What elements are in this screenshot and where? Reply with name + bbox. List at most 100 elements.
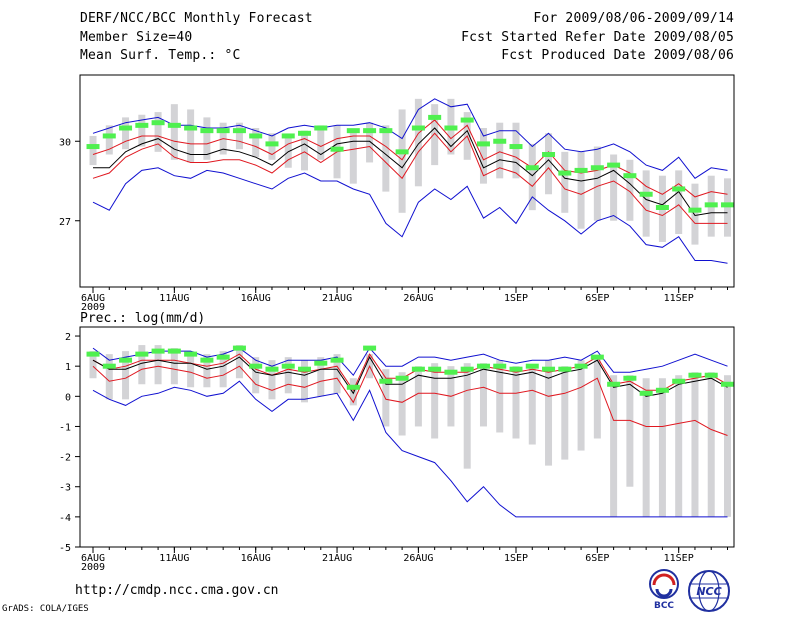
forecast-period: For 2009/08/06-2009/09/14 xyxy=(533,11,734,26)
mean-marker xyxy=(476,363,490,369)
mean-marker xyxy=(574,167,588,173)
range-box xyxy=(268,133,276,160)
range-box xyxy=(642,378,650,517)
member-size-label: Member Size=40 xyxy=(80,30,193,45)
mean-marker xyxy=(509,366,523,372)
y-tick-label: 30 xyxy=(59,137,71,148)
mean-marker xyxy=(249,363,263,369)
range-box xyxy=(414,98,422,187)
inner-lower-line xyxy=(92,132,728,224)
plot-frame xyxy=(79,326,735,548)
mean-marker xyxy=(460,366,474,372)
ncc-logo: NCC xyxy=(688,570,730,612)
range-box xyxy=(626,375,634,487)
median-line xyxy=(92,356,728,397)
mean-marker xyxy=(298,130,312,136)
mean-marker xyxy=(542,152,556,157)
y-tick-label: 27 xyxy=(59,217,71,228)
mean-marker xyxy=(460,117,474,123)
range-box xyxy=(252,357,260,394)
mean-marker xyxy=(688,207,702,213)
footer-url[interactable]: http://cmdp.ncc.cma.gov.cn xyxy=(75,583,279,598)
range-box xyxy=(89,135,97,166)
mean-marker xyxy=(720,381,734,387)
range-box xyxy=(512,122,520,179)
range-box xyxy=(593,146,601,221)
range-box xyxy=(235,345,243,379)
mean-marker xyxy=(395,375,409,381)
mean-marker xyxy=(167,122,181,128)
outer-lower-line xyxy=(92,380,728,518)
inner-upper-line xyxy=(92,353,728,392)
mean-marker xyxy=(346,384,360,390)
range-box xyxy=(333,354,341,394)
x-tick-label: 21AUG xyxy=(322,293,352,304)
mean-marker xyxy=(232,128,246,134)
bcc-logo-text: BCC xyxy=(654,601,674,611)
x-tick-label: 1SEP xyxy=(504,553,528,564)
range-box xyxy=(382,125,390,192)
x-tick-label: 11SEP xyxy=(664,293,694,304)
y-tick-label: -3 xyxy=(59,483,71,494)
mean-marker xyxy=(184,125,198,131)
mean-marker xyxy=(411,366,425,372)
mean-marker xyxy=(476,141,490,147)
mean-marker xyxy=(509,144,523,150)
mean-marker xyxy=(542,366,556,372)
mean-marker xyxy=(232,345,246,351)
ncc-logo-text: NCC xyxy=(696,585,721,598)
x-tick-label: 6SEP xyxy=(585,553,609,564)
range-box xyxy=(512,366,520,439)
y-tick-label: -5 xyxy=(59,543,71,554)
mean-marker xyxy=(330,146,344,152)
range-box xyxy=(545,360,553,466)
mean-marker xyxy=(428,366,442,372)
mean-marker xyxy=(102,133,116,139)
y-tick-label: -1 xyxy=(59,422,71,433)
range-box xyxy=(366,122,374,163)
range-box xyxy=(122,351,130,400)
x-tick-label: 21AUG xyxy=(322,553,352,564)
range-box xyxy=(577,151,585,229)
mean-marker xyxy=(395,149,409,155)
range-box xyxy=(105,125,113,155)
mean-marker xyxy=(444,125,458,131)
inner-lower-line xyxy=(92,365,728,436)
range-box xyxy=(382,369,390,427)
mean-marker xyxy=(86,351,100,357)
mean-marker xyxy=(672,186,686,192)
bcc-logo: BCC xyxy=(649,569,679,611)
outer-lower-line xyxy=(92,167,728,264)
range-box xyxy=(138,114,146,147)
range-box xyxy=(301,130,309,171)
range-box xyxy=(154,112,162,152)
mean-marker xyxy=(720,202,734,208)
mean-marker xyxy=(688,372,702,378)
range-box xyxy=(138,345,146,385)
y-tick-label: -2 xyxy=(59,453,71,464)
mean-marker xyxy=(86,144,100,150)
range-box xyxy=(723,375,731,517)
prec-panel-title: Prec.: log(mm/d) xyxy=(80,311,206,326)
mean-marker xyxy=(151,348,165,354)
plot-frame xyxy=(79,74,735,288)
x-tick-label: 2009 xyxy=(81,302,105,313)
x-tick-label: 26AUG xyxy=(403,553,433,564)
mean-marker xyxy=(623,375,637,381)
y-tick-label: 2 xyxy=(65,332,71,343)
mean-marker xyxy=(363,128,377,134)
mean-marker xyxy=(623,173,637,179)
mean-marker xyxy=(216,354,230,360)
range-box xyxy=(268,360,276,400)
range-box xyxy=(122,117,130,150)
range-box xyxy=(284,357,292,394)
mean-marker xyxy=(346,128,360,134)
mean-marker xyxy=(216,128,230,134)
mean-marker xyxy=(590,354,604,360)
mean-marker xyxy=(363,345,377,351)
range-box xyxy=(707,372,715,517)
range-box xyxy=(317,125,325,160)
range-box xyxy=(496,122,504,179)
grads-credit: GrADS: COLA/IGES xyxy=(2,604,89,614)
start-date: Fcst Started Refer Date 2009/08/05 xyxy=(461,30,734,45)
